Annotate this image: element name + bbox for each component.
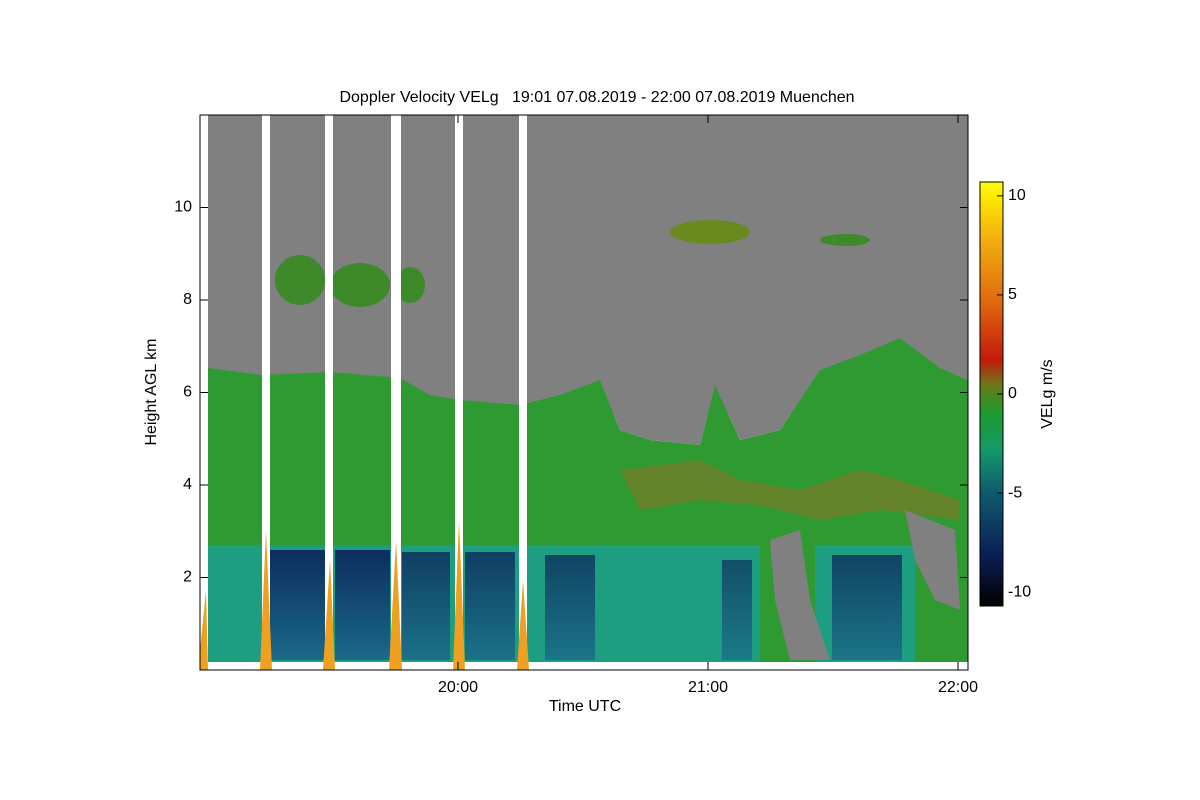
- y-tick-label: 10: [174, 199, 192, 216]
- colorbar-tick-label: -10: [1008, 583, 1031, 600]
- x-tick-label: 22:00: [938, 679, 978, 696]
- y-tick-label: 6: [183, 384, 192, 401]
- y-axis-label: Height AGL km: [143, 338, 160, 445]
- colorbar-tick-label: 5: [1008, 286, 1017, 303]
- colorbar-tick-label: -5: [1008, 484, 1022, 501]
- x-axis-label: Time UTC: [549, 698, 621, 715]
- y-tick-label: 8: [183, 291, 192, 308]
- chart-title: Doppler Velocity VELg 19:01 07.08.2019 -…: [339, 89, 854, 106]
- colorbar-label: VELg m/s: [1039, 359, 1056, 428]
- colorbar-tick-label: 10: [1008, 187, 1026, 204]
- heatmap-field: [200, 115, 968, 670]
- x-tick-label: 21:00: [688, 679, 728, 696]
- y-tick-label: 2: [183, 569, 192, 586]
- x-tick-label: 20:00: [438, 679, 478, 696]
- y-tick-label: 4: [183, 476, 192, 493]
- colorbar-tick-label: 0: [1008, 385, 1017, 402]
